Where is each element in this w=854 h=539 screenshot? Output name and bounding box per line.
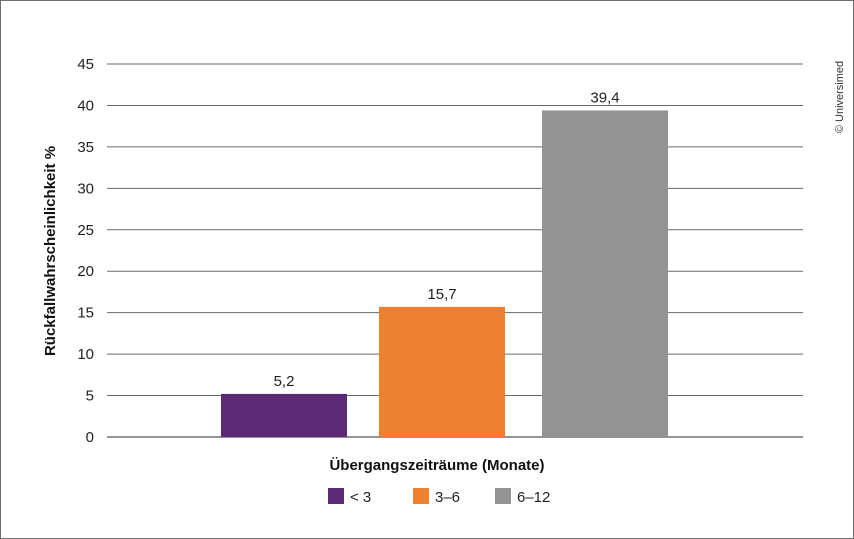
data-label: 15,7 <box>427 286 456 303</box>
bars <box>221 110 668 437</box>
legend-swatch <box>328 488 344 504</box>
y-tick-label: 10 <box>77 346 94 363</box>
y-tick-label: 5 <box>86 388 94 405</box>
legend-label: 3–6 <box>435 489 460 506</box>
y-tick-label: 15 <box>77 305 94 322</box>
legend-label: < 3 <box>350 489 371 506</box>
y-tick-label: 20 <box>77 263 94 280</box>
legend-swatch <box>413 488 429 504</box>
bar <box>542 110 668 437</box>
y-tick-labels: 0 5 10 15 20 25 30 35 40 45 <box>77 56 94 446</box>
copyright-credit: © Universimed <box>834 61 846 133</box>
legend-label: 6–12 <box>517 489 550 506</box>
data-labels: 5,2 15,7 39,4 <box>274 89 620 389</box>
legend-swatch <box>495 488 511 504</box>
y-tick-label: 25 <box>77 222 94 239</box>
y-tick-label: 45 <box>77 56 94 73</box>
data-label: 5,2 <box>274 373 295 390</box>
legend: < 3 3–6 6–12 <box>328 488 550 506</box>
x-axis-label: Übergangszeiträume (Monate) <box>329 457 544 474</box>
y-axis-label: Rückfallwahrscheinlichkeit % <box>42 146 59 356</box>
y-tick-label: 30 <box>77 180 94 197</box>
y-tick-label: 40 <box>77 97 94 114</box>
bar <box>221 393 347 437</box>
y-tick-label: 35 <box>77 139 94 156</box>
bar <box>379 306 505 437</box>
data-label: 39,4 <box>590 89 619 106</box>
y-tick-label: 0 <box>86 429 94 446</box>
